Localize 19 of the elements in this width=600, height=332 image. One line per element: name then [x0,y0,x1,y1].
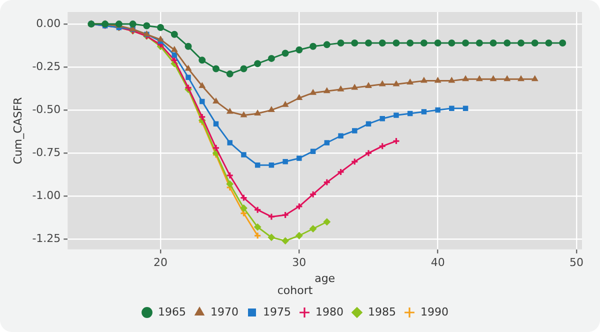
x-tick-label: 20 [154,256,168,269]
x-tick-label: 40 [430,256,445,269]
legend-label: 1980 [316,305,344,318]
legend-label: 1970 [210,305,239,318]
y-tick-label: -1.00 [32,188,61,202]
legend-label: 1975 [263,305,292,318]
y-tick-label: -1.25 [32,232,61,245]
x-tick-label: 30 [292,256,306,269]
legend-label: 1990 [420,305,448,318]
y-tick-label: -0.50 [32,102,61,116]
legend-title: cohort [277,284,314,298]
y-tick-label: 0.00 [36,16,61,30]
x-axis-title: age [314,272,336,286]
x-tick-label: 50 [569,256,584,269]
y-axis-title: Cum_CASFR [11,96,24,164]
y-tick-label: -0.75 [32,146,61,159]
y-tick-label: -0.25 [32,60,61,73]
legend-label: 1965 [158,305,186,318]
legend-label: 1985 [368,305,396,318]
